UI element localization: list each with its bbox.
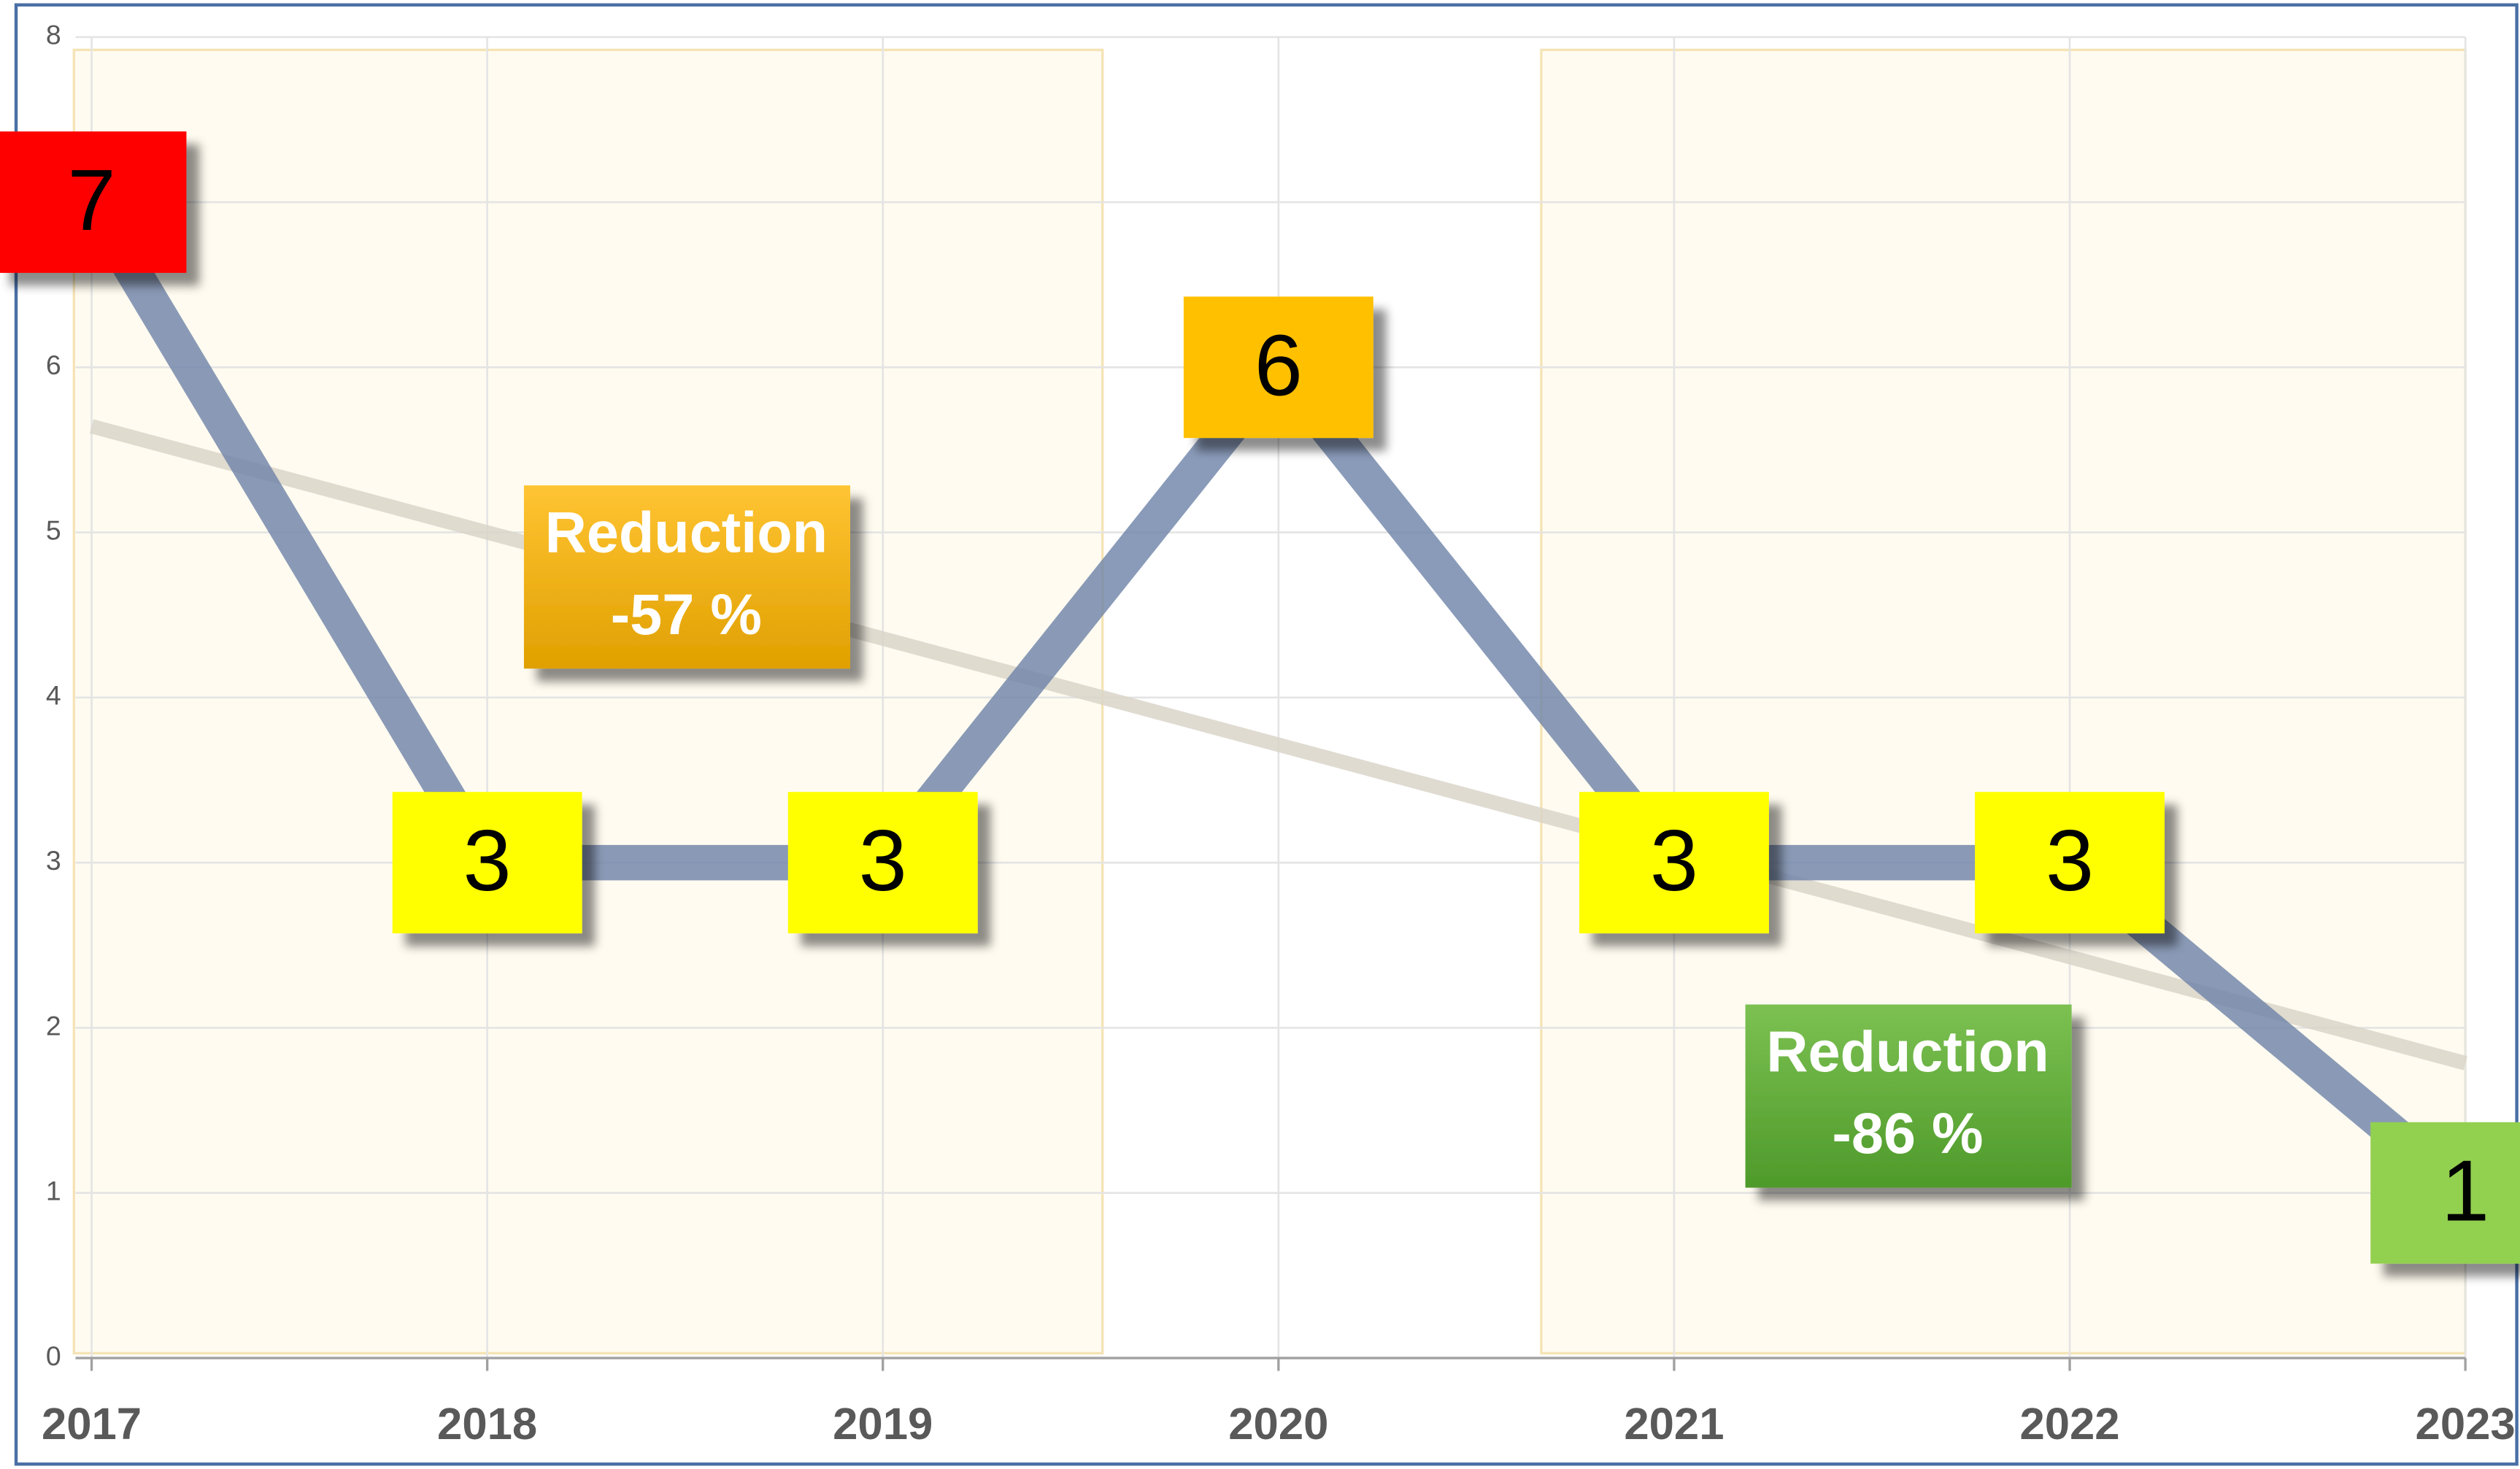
data-label-box — [1975, 792, 2165, 934]
y-tick-label: 2 — [46, 1010, 61, 1041]
x-tick-label: 2019 — [833, 1399, 933, 1449]
data-label: 3 — [1650, 812, 1698, 909]
x-tick-label: 2020 — [1228, 1399, 1328, 1449]
annotation-text: -57 % — [611, 582, 762, 647]
data-label-box — [392, 792, 582, 934]
data-label: 3 — [2046, 812, 2094, 909]
y-tick-label: 4 — [46, 680, 61, 711]
data-label: 3 — [463, 812, 512, 909]
x-tick-label: 2021 — [1624, 1399, 1724, 1449]
data-label: 3 — [859, 812, 907, 909]
data-label-box — [787, 792, 978, 934]
data-label-box — [0, 131, 187, 273]
y-tick-label: 8 — [46, 20, 61, 50]
data-label: 1 — [2441, 1143, 2489, 1240]
y-tick-label: 0 — [46, 1341, 61, 1371]
data-label: 6 — [1255, 317, 1303, 414]
x-tick-label: 2017 — [42, 1399, 142, 1449]
trendline — [89, 419, 2467, 1071]
annotation-text: Reduction — [1766, 1019, 2049, 1084]
y-tick-label: 5 — [46, 514, 61, 545]
data-label-box — [1579, 792, 1769, 934]
data-label: 7 — [67, 152, 115, 249]
annotation-text: -86 % — [1832, 1100, 1983, 1165]
x-tick-label: 2018 — [437, 1399, 537, 1449]
band — [72, 48, 1104, 1354]
annotation-box — [523, 485, 850, 669]
data-label-box — [2370, 1122, 2520, 1264]
x-tick-label: 2022 — [2019, 1399, 2119, 1449]
annotation-box — [1745, 1004, 2072, 1188]
data-label-box — [1183, 296, 1373, 439]
y-tick-label: 6 — [46, 350, 61, 380]
y-tick-label: 1 — [46, 1176, 61, 1206]
annotation-text: Reduction — [545, 500, 828, 565]
y-tick-label: 3 — [46, 845, 61, 876]
x-tick-label: 2023 — [2416, 1399, 2516, 1449]
